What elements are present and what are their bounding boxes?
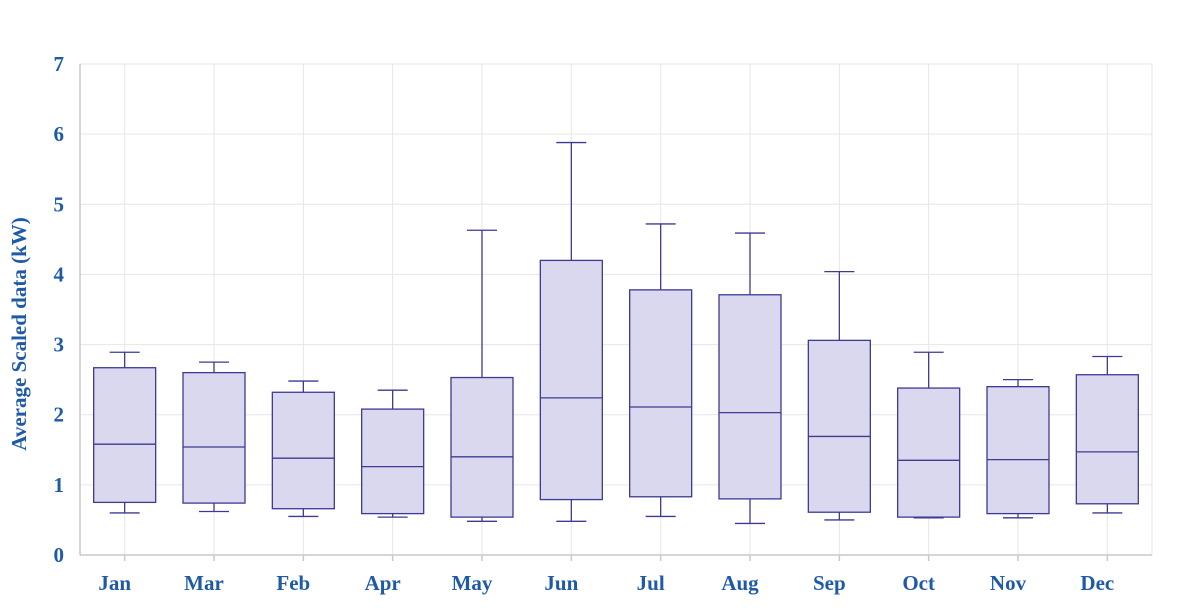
box-jun [539,141,603,522]
box-jul [629,223,693,518]
x-tick-label: Jan [98,571,131,595]
x-tick-labels: Jan Mar Feb Apr May Jun Jul Aug Sep Oct Nov Dec [98,571,1114,595]
box-oct [897,351,961,519]
iqr-box [897,387,961,518]
box-may [450,229,514,522]
box-dec [1075,355,1139,514]
y-tick-label: 4 [54,262,65,286]
x-tick-label: Nov [990,571,1027,595]
y-tick-label: 3 [54,333,65,357]
x-tick-label: Aug [721,571,759,595]
iqr-box [93,367,157,504]
iqr-box [807,339,871,513]
x-tick-label: Feb [276,571,310,595]
box-series [93,141,1139,525]
box-nov [986,378,1050,519]
box-feb [271,380,335,518]
box-jan [93,351,157,514]
iqr-box [1075,374,1139,505]
box-aug [718,232,782,525]
y-tick-label: 6 [54,122,65,146]
x-tick-label: Oct [902,571,935,595]
x-tick-label: Sep [813,571,846,595]
x-tick-label: Jul [637,571,665,595]
axes [79,64,1152,561]
y-tick-label: 7 [54,52,65,76]
x-tick-label: Dec [1080,571,1114,595]
iqr-box [718,294,782,500]
x-tick-label: Apr [365,571,401,595]
x-tick-label: Jun [544,571,578,595]
y-tick-label: 0 [54,543,65,567]
x-tick-label: May [452,571,493,595]
y-tick-label: 1 [54,473,65,497]
y-tick-label: 5 [54,192,65,216]
iqr-box [182,371,246,504]
box-sep [807,270,871,521]
y-tick-label: 2 [54,403,65,427]
box-mar [182,361,246,513]
iqr-box [539,259,603,501]
y-axis-title: Average Scaled data (kW) [7,217,31,451]
box-apr [361,389,425,518]
y-tick-labels: 0 1 2 3 4 5 6 7 [54,52,65,567]
iqr-box [629,289,693,498]
iqr-box [361,408,425,515]
iqr-box [450,376,514,518]
x-tick-label: Mar [184,571,224,595]
iqr-box [271,391,335,510]
iqr-box [986,386,1050,515]
